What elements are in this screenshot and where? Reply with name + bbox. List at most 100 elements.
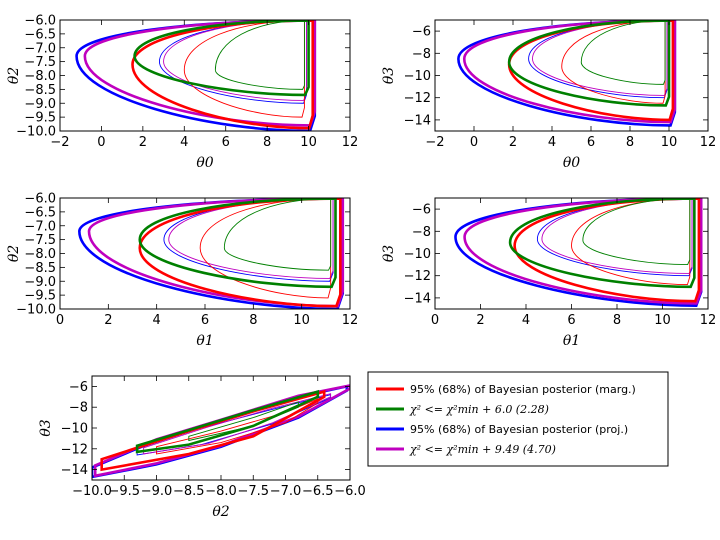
contour-marg-95 <box>138 198 342 308</box>
x-tick-label: 12 <box>700 313 717 328</box>
y-tick-label: −8.5 <box>24 261 56 276</box>
x-tick-label: 12 <box>342 313 359 328</box>
x-tick-label: 0 <box>431 313 439 328</box>
y-axis-label: θ3 <box>381 245 397 262</box>
y-tick-label: −10.0 <box>16 303 56 318</box>
x-axis-label: θ1 <box>563 333 580 349</box>
contour-marg-68 <box>199 198 332 299</box>
x-tick-label: −8.5 <box>173 484 205 499</box>
x-tick-label: 12 <box>700 135 717 150</box>
x-tick-label: 2 <box>476 313 484 328</box>
plot-area-theta3_vs_theta2 <box>92 384 350 479</box>
y-tick-label: −14 <box>404 291 431 306</box>
y-tick-label: −7.5 <box>24 233 56 248</box>
x-tick-label: −8.0 <box>205 484 237 499</box>
x-tick-label: −7.0 <box>270 484 302 499</box>
y-axis-label: θ2 <box>6 67 22 84</box>
contour-proj-95 <box>454 198 703 307</box>
x-tick-label: 8 <box>613 313 621 328</box>
y-tick-label: −8 <box>412 225 431 240</box>
x-tick-label: −6.0 <box>334 484 366 499</box>
y-tick-label: −10 <box>61 422 88 437</box>
x-tick-label: −2 <box>425 135 444 150</box>
contour-marg-68 <box>183 20 305 118</box>
y-tick-label: −8.0 <box>24 69 56 84</box>
y-axis-label: θ3 <box>381 67 397 84</box>
legend-label-chi2-6: χ² <= χ²min + 6.0 (2.28) <box>409 403 549 416</box>
plot-area-theta3_vs_theta1 <box>454 198 703 307</box>
x-tick-label: 2 <box>509 135 517 150</box>
x-tick-label: 2 <box>104 313 112 328</box>
x-tick-label: 4 <box>548 135 556 150</box>
x-tick-label: 10 <box>654 313 671 328</box>
contour-chi2_6-68 <box>214 20 305 90</box>
legend-label-proj: 95% (68%) of Bayesian posterior (proj.) <box>410 423 628 436</box>
contour-chi2_9-95 <box>87 198 345 308</box>
x-tick-label: 10 <box>661 135 678 150</box>
y-tick-label: −9.5 <box>24 289 56 304</box>
contour-chi2_6-95 <box>135 389 320 454</box>
panel-theta3_vs_theta0: −2 0 2 4 6 8 10 12 −14 −12 −10 −8 −6 θ0 θ3 <box>381 19 717 171</box>
y-tick-label: −12 <box>404 269 431 284</box>
contour-marg-68 <box>561 20 666 104</box>
x-tick-label: 10 <box>293 313 310 328</box>
contour-marg-68 <box>571 198 691 286</box>
contour-chi2_9-95 <box>463 198 703 305</box>
contour-chi2_6-95 <box>133 20 310 97</box>
y-tick-label: −10 <box>404 247 431 262</box>
y-axis-label: θ3 <box>38 419 54 436</box>
contour-chi2_9-95 <box>462 20 677 124</box>
contour-chi2_6-95 <box>508 198 696 289</box>
y-tick-label: −6.5 <box>24 27 56 42</box>
x-tick-label: 2 <box>139 135 147 150</box>
y-tick-label: −12 <box>61 442 88 457</box>
contour-proj-95 <box>457 20 677 127</box>
y-tick-label: −6 <box>412 203 431 218</box>
y-tick-label: −14 <box>61 463 88 478</box>
legend-box <box>367 371 669 467</box>
y-tick-label: −6.0 <box>24 14 56 29</box>
y-tick-label: −10 <box>404 69 431 84</box>
y-tick-label: −7.0 <box>24 41 56 56</box>
x-tick-label: −9.5 <box>108 484 140 499</box>
x-tick-label: 0 <box>56 313 64 328</box>
y-tick-label: −7.5 <box>24 55 56 70</box>
x-tick-label: 6 <box>222 135 230 150</box>
x-axis-label: θ1 <box>196 333 213 349</box>
x-tick-label: 6 <box>587 135 595 150</box>
plot-area-theta2_vs_theta0 <box>75 20 317 131</box>
x-tick-label: −9.0 <box>141 484 173 499</box>
x-tick-label: −10.0 <box>72 484 112 499</box>
y-tick-label: −6 <box>69 380 88 395</box>
x-tick-label: 10 <box>300 135 317 150</box>
x-tick-label: 8 <box>263 135 271 150</box>
legend: 95% (68%) of Bayesian posterior (marg.) … <box>367 371 669 467</box>
x-tick-label: 8 <box>249 313 257 328</box>
plot-area-theta2_vs_theta1 <box>78 198 345 309</box>
x-tick-label: −7.5 <box>237 484 269 499</box>
y-tick-label: −10.0 <box>16 125 56 140</box>
y-tick-label: −9.5 <box>24 111 56 126</box>
contour-chi2_6-68 <box>188 401 299 442</box>
contour-chi2_9-68 <box>143 393 332 455</box>
contour-proj-68 <box>528 20 668 99</box>
x-axis-label: θ0 <box>563 155 580 171</box>
panel-theta2_vs_theta1: 0 2 4 6 8 10 12−10.0−9.5−9.0−8.5−8.0−7.5−7.0−6… <box>6 192 358 350</box>
contour-chi2_9-95 <box>83 20 317 127</box>
x-tick-label: 0 <box>470 135 478 150</box>
y-tick-label: −14 <box>404 113 431 128</box>
contour-chi2_6-68 <box>223 198 332 271</box>
contour-chi2_6-68 <box>580 20 666 85</box>
panel-theta3_vs_theta1: 0 2 4 6 8 10 12 −14 −12 −10 −8 −6 θ1 θ3 <box>381 197 717 349</box>
y-tick-label: −9.0 <box>24 275 56 290</box>
x-axis-label: θ2 <box>212 504 229 520</box>
contour-marg-68 <box>156 398 319 455</box>
legend-label-marg: 95% (68%) of Bayesian posterior (marg.) <box>410 383 636 396</box>
y-tick-label: −6.5 <box>24 205 56 220</box>
y-tick-label: −7.0 <box>24 219 56 234</box>
x-tick-label: 8 <box>626 135 634 150</box>
panel-theta2_vs_theta0: −2 0 2 4 6 8 10 12 −10.0−9.5−9.0−8.5−8.0−7.5−7.0… <box>6 14 358 172</box>
panel-theta3_vs_theta2: −10.0−9.5 −9.0 −8.5 −8.0 −7.5 −7.0 −6.5 −6.0 −14… <box>38 375 366 520</box>
x-tick-label: 4 <box>522 313 530 328</box>
legend-label-chi2-9: χ² <= χ²min + 9.49 (4.70) <box>409 443 556 456</box>
